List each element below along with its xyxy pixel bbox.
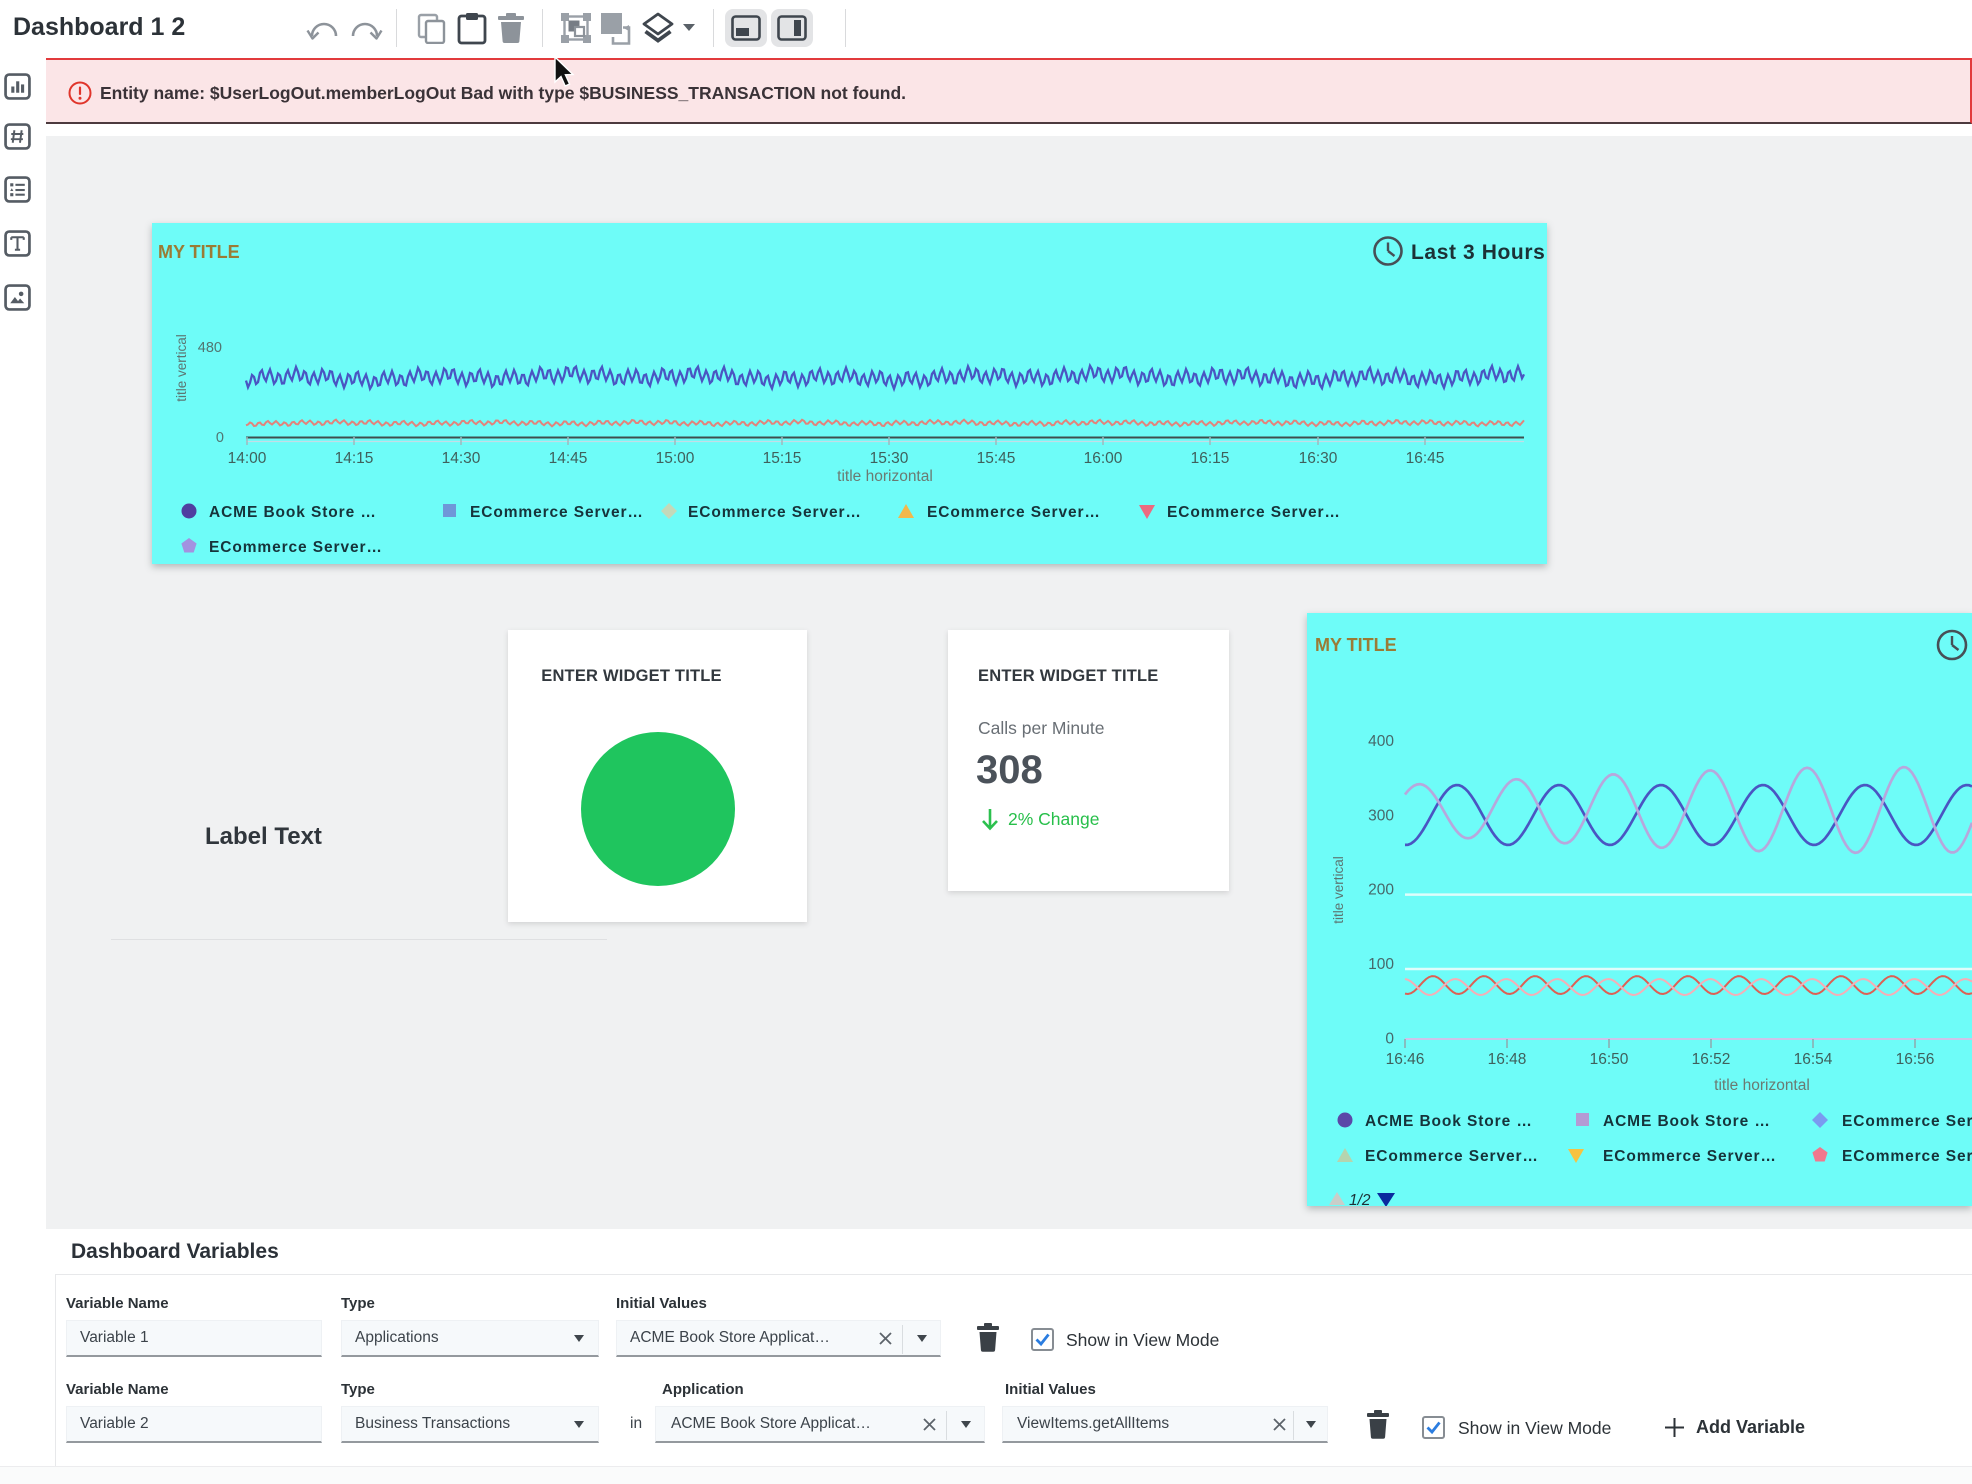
svg-text:15:15: 15:15 bbox=[763, 450, 802, 467]
svg-text:100: 100 bbox=[1368, 956, 1394, 973]
svg-text:ECommerce Server…: ECommerce Server… bbox=[1603, 1148, 1777, 1165]
svg-text:15:00: 15:00 bbox=[656, 450, 695, 467]
svg-text:MY TITLE: MY TITLE bbox=[158, 242, 240, 262]
svg-text:ACME Book Store …: ACME Book Store … bbox=[1365, 1113, 1533, 1130]
svg-text:Last 3 Hours: Last 3 Hours bbox=[1411, 241, 1545, 264]
svg-text:0: 0 bbox=[216, 430, 224, 446]
svg-text:15:30: 15:30 bbox=[870, 450, 909, 467]
svg-text:ECommerce Server…: ECommerce Server… bbox=[1842, 1148, 1972, 1165]
svg-text:ACME Book Store …: ACME Book Store … bbox=[209, 504, 377, 521]
svg-text:ACME Book Store …: ACME Book Store … bbox=[1603, 1113, 1771, 1130]
svg-text:480: 480 bbox=[198, 340, 222, 356]
svg-text:title horizontal: title horizontal bbox=[837, 468, 933, 485]
svg-text:16:45: 16:45 bbox=[1406, 450, 1445, 467]
svg-text:ECommerce Server…: ECommerce Server… bbox=[1167, 504, 1341, 521]
svg-text:16:48: 16:48 bbox=[1488, 1051, 1527, 1068]
svg-text:ECommerce Server…: ECommerce Server… bbox=[209, 539, 383, 556]
svg-text:400: 400 bbox=[1368, 733, 1394, 750]
svg-text:16:00: 16:00 bbox=[1084, 450, 1123, 467]
svg-text:ECommerce Server…: ECommerce Server… bbox=[1842, 1113, 1972, 1130]
svg-text:16:56: 16:56 bbox=[1896, 1051, 1935, 1068]
svg-text:16:54: 16:54 bbox=[1794, 1051, 1833, 1068]
svg-text:200: 200 bbox=[1368, 882, 1394, 899]
svg-text:ECommerce Server…: ECommerce Server… bbox=[1365, 1148, 1539, 1165]
svg-text:1/2: 1/2 bbox=[1349, 1192, 1371, 1206]
svg-text:16:52: 16:52 bbox=[1692, 1051, 1731, 1068]
svg-text:MY TITLE: MY TITLE bbox=[1315, 635, 1397, 655]
svg-text:0: 0 bbox=[1385, 1030, 1394, 1047]
svg-text:ECommerce Server…: ECommerce Server… bbox=[927, 504, 1101, 521]
svg-text:ECommerce Server…: ECommerce Server… bbox=[688, 504, 862, 521]
svg-text:ECommerce Server…: ECommerce Server… bbox=[470, 504, 644, 521]
svg-text:title vertical: title vertical bbox=[174, 334, 189, 402]
svg-text:16:46: 16:46 bbox=[1386, 1051, 1425, 1068]
svg-text:15:45: 15:45 bbox=[977, 450, 1016, 467]
svg-text:14:30: 14:30 bbox=[442, 450, 481, 467]
svg-text:title horizontal: title horizontal bbox=[1714, 1077, 1810, 1094]
svg-text:14:00: 14:00 bbox=[228, 450, 267, 467]
svg-text:16:50: 16:50 bbox=[1590, 1051, 1629, 1068]
svg-text:16:15: 16:15 bbox=[1191, 450, 1230, 467]
svg-text:title vertical: title vertical bbox=[1331, 856, 1346, 924]
svg-text:300: 300 bbox=[1368, 807, 1394, 824]
svg-text:14:45: 14:45 bbox=[549, 450, 588, 467]
svg-text:16:30: 16:30 bbox=[1299, 450, 1338, 467]
svg-text:14:15: 14:15 bbox=[335, 450, 374, 467]
